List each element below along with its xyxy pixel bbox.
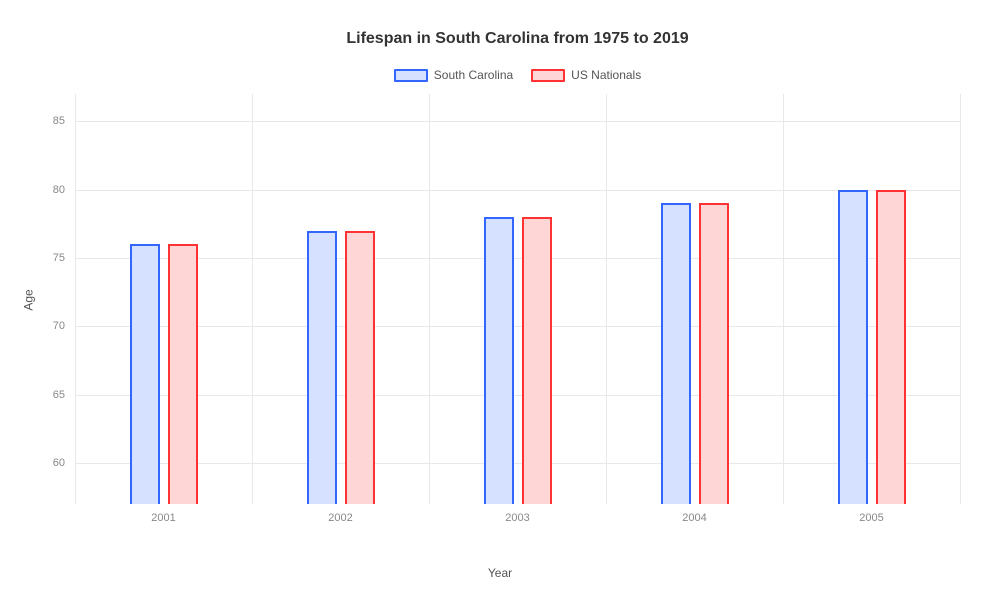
gridline-v [606,94,607,504]
legend-swatch-0 [394,69,428,82]
x-tick-label: 2005 [859,512,883,524]
gridline-h [75,463,960,464]
gridline-h [75,121,960,122]
y-tick-label: 85 [35,115,65,127]
legend-label-1: US Nationals [571,68,641,82]
gridline-h [75,395,960,396]
legend-item-1: US Nationals [531,68,641,82]
plot-area: 60657075808520012002200320042005 [75,94,960,504]
x-tick-label: 2004 [682,512,706,524]
gridline-h [75,258,960,259]
y-axis-label: Age [22,289,36,310]
legend-item-0: South Carolina [394,68,513,82]
bar [130,244,160,504]
gridline-v [783,94,784,504]
legend: South Carolina US Nationals [75,68,960,82]
x-tick-label: 2003 [505,512,529,524]
bar [876,190,906,504]
gridline-v [429,94,430,504]
bar [661,203,691,504]
y-tick-label: 65 [35,389,65,401]
bar [168,244,198,504]
bar [699,203,729,504]
bar [522,217,552,504]
legend-swatch-1 [531,69,565,82]
bar [484,217,514,504]
chart-container: Lifespan in South Carolina from 1975 to … [0,0,1000,600]
chart-title: Lifespan in South Carolina from 1975 to … [75,30,960,48]
y-tick-label: 60 [35,457,65,469]
x-axis-label: Year [488,566,512,580]
x-tick-label: 2002 [328,512,352,524]
bar [345,231,375,504]
y-tick-label: 75 [35,252,65,264]
bar [307,231,337,504]
gridline-v [75,94,76,504]
gridline-v [252,94,253,504]
gridline-v [960,94,961,504]
bar [838,190,868,504]
y-tick-label: 70 [35,320,65,332]
gridline-h [75,190,960,191]
legend-label-0: South Carolina [434,68,513,82]
y-tick-label: 80 [35,184,65,196]
gridline-h [75,326,960,327]
x-tick-label: 2001 [151,512,175,524]
